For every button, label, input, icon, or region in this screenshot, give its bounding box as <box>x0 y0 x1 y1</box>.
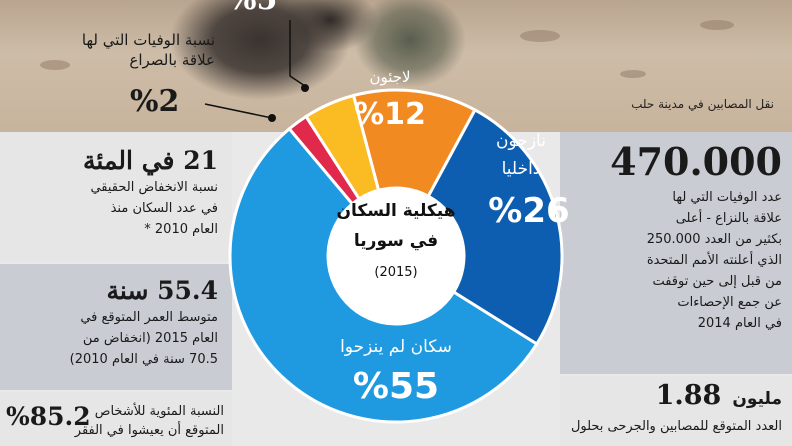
stat-line: عدد الوفيات التي لها <box>672 190 782 205</box>
stat-line: علاقة بالنزاع - أعلى <box>675 211 782 226</box>
stat-line: بكثير من العدد 250.000 <box>646 232 782 247</box>
slice-label-idp-line1: نازحون <box>496 131 546 151</box>
stat-title-number: 1.88 <box>655 380 722 411</box>
slice-label-refugees: لاجئون <box>369 68 410 86</box>
stat-line: نسبة الانخفاض الحقيقي <box>90 180 218 195</box>
slice-value-idp: %26 <box>488 191 569 231</box>
stat-line: عن جمع الإحصاءات <box>677 295 782 310</box>
stat-line: العام 2010 * <box>144 222 218 237</box>
stat-title-unit: مليون <box>732 389 782 409</box>
stat-title: 470.000 <box>610 139 782 184</box>
stat-title-row: مليون 1.88 <box>572 378 782 417</box>
callout-top-value: %5 <box>228 0 277 17</box>
slice-label-idp-line2: داخليا <box>502 159 541 179</box>
photo-caption: نقل المصابين في مدينة حلب <box>631 97 774 111</box>
chart-year: (2015) <box>374 265 417 280</box>
stat-line: في عدد السكان منذ <box>110 201 218 216</box>
stat-conflict-deaths: 470.000 عدد الوفيات التي لها علاقة بالنز… <box>560 138 792 333</box>
stat-life-expectancy: 55.4 سنة متوسط العمر المتوقع في العام 20… <box>0 270 232 375</box>
stat-line: متوسط العمر المتوقع في <box>80 310 218 325</box>
stat-line: العدد المتوقع للمصابين والجرحى بحلول <box>570 419 782 434</box>
stat-injured: مليون 1.88 العدد المتوقع للمصابين والجرح… <box>560 378 792 446</box>
donut-center <box>328 188 464 324</box>
stat-line: العام 2015 (انخفاض من <box>82 331 218 346</box>
callout-label: نسبة الوفيات التي لها علاقة بالصراع <box>60 30 215 70</box>
slice-value-refugees: %12 <box>354 97 426 132</box>
stat-line: 70.5 سنة في العام 2010) <box>69 352 218 367</box>
stat-title: 55.4 سنة <box>106 276 219 305</box>
stat-line: في العام 2014 <box>697 316 782 331</box>
callout-leader-2 <box>204 103 273 119</box>
stat-title: 21 في المئة <box>83 146 218 175</box>
left-panel-1 <box>0 132 232 262</box>
callout-dot-2 <box>268 114 276 122</box>
callout-dot-5 <box>301 84 309 92</box>
chart-title-line2: في سوريا <box>354 231 438 251</box>
stat-line: النسبة المئوية للأشخاص <box>94 404 224 419</box>
stat-line: الذي أعلنته الأمم المتحدة <box>646 253 782 268</box>
left-panel-2 <box>0 264 232 390</box>
chart-title-line1: هيكلية السكان <box>336 201 455 221</box>
right-panel-2 <box>560 376 792 446</box>
callout-label-line2: علاقة بالصراع <box>129 51 215 69</box>
stat-line: المتوقع أن يعيشوا في الفقر <box>74 423 224 438</box>
callout-value: %2 <box>130 84 180 119</box>
stat-line: من قبل إلى حين توقفت <box>652 274 782 289</box>
slice-label-unmoved: سكان لم ينزحوا <box>340 337 452 357</box>
slice-value-unmoved: %55 <box>353 366 439 407</box>
stat-title: %85.2 <box>6 402 91 431</box>
stat-population-decline: 21 في المئة نسبة الانخفاض الحقيقي في عدد… <box>0 140 232 245</box>
right-panel-1 <box>560 132 792 374</box>
left-panel-3 <box>0 392 232 446</box>
callout-label-line1: نسبة الوفيات التي لها <box>81 31 215 49</box>
stat-poverty: %85.2 النسبة المئوية للأشخاص المتوقع أن … <box>0 398 232 446</box>
callout-leader-5 <box>289 20 306 87</box>
